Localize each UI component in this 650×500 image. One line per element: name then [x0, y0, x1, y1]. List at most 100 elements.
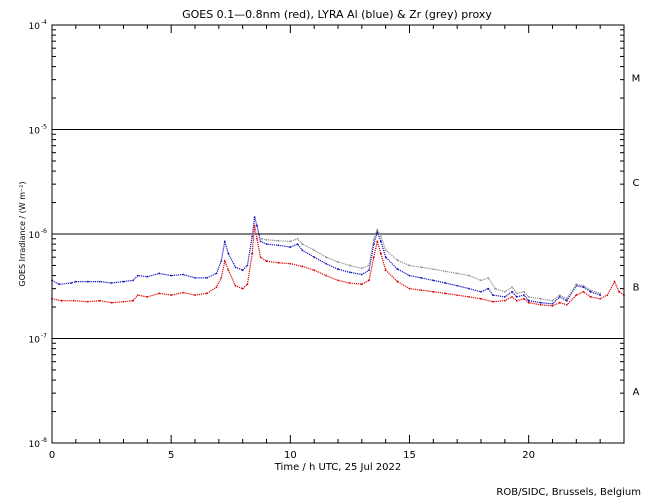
- y-tick-label: 10: [29, 336, 41, 346]
- y-tick-exponent: -4: [41, 19, 47, 26]
- flare-class-label: A: [633, 387, 640, 398]
- data-point: [551, 302, 554, 305]
- data-point: [70, 282, 72, 284]
- data-point: [444, 270, 447, 273]
- data-point: [380, 252, 382, 255]
- data-point: [582, 284, 585, 287]
- y-axis-label: GOES Irradiance / (W m⁻²): [18, 181, 27, 286]
- data-point: [360, 267, 363, 270]
- data-point: [246, 264, 249, 267]
- data-point: [72, 299, 75, 302]
- x-tick-label: 15: [403, 450, 416, 461]
- data-point: [511, 290, 513, 293]
- data-point: [289, 262, 292, 265]
- data-point: [246, 283, 249, 286]
- data-point: [527, 299, 530, 302]
- data-point: [565, 297, 568, 300]
- data-point: [206, 292, 208, 295]
- data-point: [227, 252, 230, 255]
- y-tick-exponent: -7: [41, 333, 47, 340]
- data-point: [527, 301, 530, 304]
- data-point: [337, 261, 339, 263]
- data-point: [480, 279, 482, 282]
- data-point: [599, 297, 602, 300]
- data-point: [511, 286, 513, 289]
- data-point: [523, 297, 525, 300]
- data-point: [325, 274, 327, 277]
- flare-class-label: M: [632, 73, 641, 84]
- data-point: [110, 301, 113, 304]
- x-axis: 0 5 10 15 20: [49, 25, 625, 461]
- data-point: [259, 256, 262, 259]
- data-point: [313, 256, 316, 259]
- data-point: [256, 237, 258, 240]
- data-point: [372, 237, 375, 240]
- flare-class-lines: [52, 129, 624, 339]
- data-point: [380, 240, 382, 243]
- data-point: [432, 268, 435, 271]
- data-point: [265, 238, 268, 241]
- data-point: [456, 294, 459, 296]
- data-point: [606, 294, 609, 296]
- data-point: [432, 279, 435, 282]
- data-point: [182, 291, 185, 294]
- data-point: [420, 289, 423, 292]
- data-point: [349, 271, 351, 274]
- data-point: [337, 268, 339, 271]
- data-point: [396, 259, 399, 262]
- data-point: [575, 283, 578, 286]
- data-point: [494, 287, 497, 290]
- x-tick-label: 10: [284, 450, 297, 461]
- data-point: [234, 266, 237, 269]
- x-tick-label: 0: [49, 450, 55, 461]
- y-tick-label: 10: [29, 22, 41, 32]
- y-tick-exponent: -5: [41, 124, 47, 131]
- x-tick-label: 20: [522, 450, 535, 461]
- data-point: [158, 292, 161, 295]
- data-point: [384, 269, 387, 272]
- data-point: [259, 240, 262, 243]
- data-point: [132, 299, 134, 302]
- data-point: [515, 296, 518, 298]
- data-point: [487, 277, 490, 279]
- data-point: [444, 282, 447, 284]
- data-point: [539, 303, 542, 306]
- data-point: [558, 296, 561, 298]
- data-point: [503, 299, 506, 302]
- data-point: [582, 290, 585, 293]
- data-point: [251, 252, 254, 255]
- data-point: [384, 249, 387, 252]
- data-point: [376, 240, 379, 243]
- data-point: [277, 261, 280, 264]
- data-point: [539, 297, 542, 300]
- data-point: [539, 301, 542, 304]
- data-point: [60, 299, 63, 302]
- data-point: [420, 266, 423, 269]
- data-point: [277, 239, 280, 242]
- data-point: [515, 292, 518, 295]
- flare-class-label: C: [633, 178, 640, 189]
- data-point: [253, 216, 256, 219]
- flare-class-label: B: [633, 282, 640, 293]
- data-point: [599, 292, 602, 295]
- y-tick-label: 10: [29, 440, 41, 450]
- series-2: [260, 228, 602, 302]
- data-point: [523, 294, 525, 296]
- data-point: [241, 269, 244, 272]
- data-point: [325, 262, 327, 265]
- data-point: [110, 282, 113, 284]
- data-point: [408, 287, 411, 290]
- data-point: [515, 299, 518, 302]
- data-point: [582, 286, 585, 289]
- data-point: [618, 290, 621, 293]
- y-tick-exponent: -6: [41, 228, 47, 235]
- data-point: [503, 290, 506, 293]
- data-point: [170, 274, 173, 277]
- data-point: [122, 300, 125, 303]
- data-point: [468, 296, 470, 298]
- data-point: [251, 235, 254, 238]
- data-point: [384, 256, 387, 259]
- data-point: [146, 296, 149, 298]
- data-point: [589, 290, 592, 293]
- data-point: [523, 290, 525, 293]
